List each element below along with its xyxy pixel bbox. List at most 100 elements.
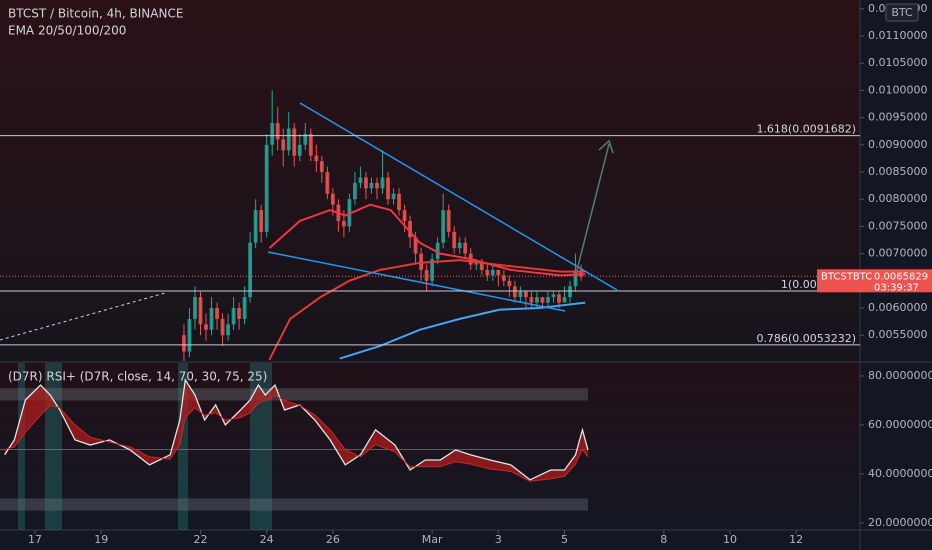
last-price-countdown: 03:39:37 <box>874 282 919 293</box>
y-tick-label: 40.0000000 <box>868 467 932 480</box>
rsi-band <box>0 498 588 511</box>
candle-body <box>292 128 297 156</box>
price-plot <box>182 90 586 361</box>
rsi-band <box>0 388 588 401</box>
y-tick-label: 0.0100000 <box>868 83 928 96</box>
candle-body <box>380 177 385 189</box>
candle-body <box>435 242 440 260</box>
candle-body <box>375 182 379 189</box>
candle-body <box>485 269 490 276</box>
fib-label: 1.618(0.0091682) <box>756 123 856 136</box>
candle-body <box>490 269 495 276</box>
currency-badge <box>885 3 919 22</box>
candle-body <box>187 318 192 352</box>
candle-body <box>540 297 545 303</box>
x-tick-label: 3 <box>495 533 502 546</box>
candle-body <box>209 308 214 330</box>
y-tick-label: 0.0080000 <box>868 192 928 205</box>
y-tick-label: 0.0110000 <box>868 29 928 42</box>
candle-body <box>358 177 363 183</box>
y-tick-label: 60.0000000 <box>868 418 932 431</box>
arrow-head <box>598 139 614 154</box>
candle-body <box>226 324 230 336</box>
candle-body <box>193 297 197 319</box>
candle-body <box>275 123 280 140</box>
candle-body <box>546 297 550 303</box>
candle-body <box>557 294 561 303</box>
y-tick-label: 0.0075000 <box>868 219 928 232</box>
candle-body <box>308 133 313 156</box>
candle-body <box>270 123 275 145</box>
candle-body <box>352 182 357 200</box>
candle-body <box>535 297 539 303</box>
y-tick-label: 80.0000000 <box>868 369 932 382</box>
drawings <box>0 102 618 341</box>
y-tick-label: 0.0090000 <box>868 138 928 151</box>
candle-body <box>303 133 308 145</box>
candle-body <box>330 193 335 205</box>
x-tick-label: 17 <box>28 533 42 546</box>
candle-body <box>253 210 258 243</box>
candle-body <box>457 242 462 249</box>
symbol-title: BTCST / Bitcoin, 4h, BINANCE <box>8 7 183 21</box>
candle-body <box>397 193 401 211</box>
y-tick-label: 0.0060000 <box>868 301 928 314</box>
candle-body <box>562 297 567 303</box>
candle-body <box>364 177 368 189</box>
candle-body <box>220 318 225 336</box>
rsi-line <box>4 378 589 481</box>
rsi-title: (D7R) RSI+ (D7R, close, 14, 70, 30, 75, … <box>8 370 267 384</box>
candle-body <box>507 280 512 287</box>
candle-body <box>523 291 528 298</box>
candle-body <box>452 231 457 249</box>
candle-body <box>568 286 572 298</box>
candle-body <box>182 335 186 352</box>
candle-body <box>198 297 203 325</box>
x-tick-label: 8 <box>660 533 667 546</box>
x-tick-label: 26 <box>326 533 340 546</box>
ema-line <box>268 259 586 361</box>
candle-body <box>386 177 390 200</box>
target-arrow <box>576 143 610 271</box>
candle-body <box>325 172 330 194</box>
y-tick-label: 0.0095000 <box>868 111 928 124</box>
candle-body <box>413 237 418 254</box>
indicator-title: EMA 20/50/100/200 <box>8 24 126 38</box>
x-tick-label: 10 <box>723 533 737 546</box>
candle-body <box>314 155 319 162</box>
candle-body <box>501 275 506 281</box>
rsi-line <box>4 395 589 482</box>
candle-body <box>496 269 501 276</box>
candle-body <box>319 161 324 173</box>
candle-body <box>237 308 242 319</box>
last-price-symbol: BTCSTBTC <box>821 271 872 282</box>
candle-body <box>441 210 446 243</box>
x-tick-label: Mar <box>422 533 443 546</box>
last-price-value: 0.0065829 <box>874 271 928 282</box>
overbought-highlight <box>178 363 188 530</box>
candle-body <box>408 220 413 238</box>
x-tick-label: 19 <box>94 533 108 546</box>
x-tick-label: 24 <box>260 533 274 546</box>
overbought-highlight <box>18 363 25 530</box>
candle-body <box>204 324 208 330</box>
fib-label: 0.786(0.0053232) <box>756 332 856 345</box>
candle-body <box>281 139 286 151</box>
candle-body <box>341 220 346 227</box>
candle-body <box>551 294 556 298</box>
candle-body <box>463 242 468 254</box>
x-tick-label: 5 <box>561 533 568 546</box>
candle-body <box>391 193 396 200</box>
candle-body <box>297 144 302 156</box>
upper-trendline <box>299 102 618 291</box>
x-tick-label: 12 <box>789 533 803 546</box>
ema-line <box>268 203 586 277</box>
candle-body <box>479 261 484 270</box>
candle-body <box>518 291 523 298</box>
candle-body <box>573 269 578 287</box>
candle-body <box>286 128 291 151</box>
candle-body <box>248 242 253 298</box>
y-tick-label: 0.0070000 <box>868 247 928 260</box>
dashed-trendline <box>0 292 166 341</box>
